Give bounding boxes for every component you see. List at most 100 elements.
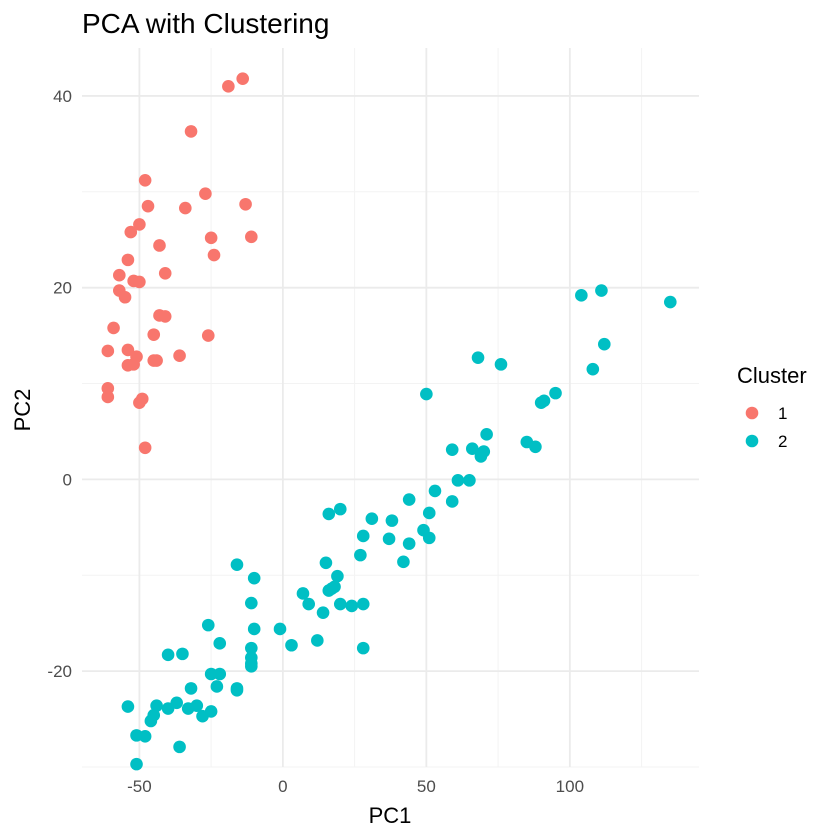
data-point-cluster-2 [597,337,611,351]
data-point-cluster-1 [133,218,146,231]
data-point-cluster-2 [402,537,416,550]
data-point-cluster-2 [428,484,442,498]
data-point-cluster-1 [124,225,138,239]
y-tick-label: 20 [53,279,72,298]
data-point-cluster-1 [121,253,135,267]
data-point-cluster-1 [184,125,198,138]
data-point-cluster-1 [141,199,155,213]
data-point-cluster-1 [147,328,161,341]
x-tick-label: 50 [417,777,436,796]
data-point-cluster-1 [133,275,146,289]
data-points [101,72,677,771]
data-point-cluster-2 [494,358,508,371]
data-point-cluster-2 [322,507,336,521]
data-point-cluster-2 [302,597,316,611]
data-point-cluster-2 [480,428,493,441]
data-point-cluster-2 [138,730,152,743]
data-point-cluster-2 [213,667,227,681]
data-point-cluster-2 [181,702,195,715]
data-point-cluster-2 [445,443,459,456]
data-point-cluster-2 [245,596,258,610]
data-point-cluster-1 [113,268,126,282]
data-point-cluster-1 [239,197,252,211]
data-point-cluster-2 [176,647,189,661]
data-point-cluster-2 [150,699,163,712]
data-point-cluster-1 [101,390,115,404]
data-point-cluster-2 [549,386,562,400]
data-point-cluster-2 [345,599,359,613]
data-point-cluster-1 [101,344,115,358]
data-point-cluster-1 [138,441,152,455]
data-point-cluster-2 [382,532,396,546]
data-point-cluster-2 [471,351,485,364]
y-axis-title: PC2 [10,389,35,432]
data-point-cluster-2 [230,558,244,572]
data-point-cluster-2 [319,556,333,570]
data-point-cluster-2 [451,474,465,487]
data-point-cluster-2 [331,569,344,583]
x-tick-label: 100 [556,777,584,796]
data-point-cluster-2 [422,531,436,545]
data-point-cluster-2 [365,512,379,526]
data-point-cluster-2 [595,284,608,297]
tick-labels: -50 0 50 100 -20 0 20 40 [47,87,584,796]
chart-title: PCA with Clustering [82,8,329,39]
data-point-cluster-2 [230,684,244,697]
data-point-cluster-2 [356,641,370,655]
data-point-cluster-2 [397,555,410,569]
data-point-cluster-2 [333,502,347,516]
legend-title: Cluster [737,363,807,388]
legend-label-cluster-2: 2 [778,432,787,451]
data-point-cluster-2 [465,442,479,456]
x-axis-title: PC1 [369,803,412,828]
data-point-cluster-2 [210,680,224,693]
data-point-cluster-2 [316,606,330,619]
data-point-cluster-1 [201,329,215,342]
data-point-cluster-1 [153,239,166,252]
data-point-cluster-2 [529,440,542,454]
y-tick-label: -20 [47,662,72,681]
data-point-cluster-1 [199,187,212,201]
data-point-cluster-1 [107,321,120,335]
legend-label-cluster-1: 1 [778,404,787,423]
legend-key-cluster-2 [745,434,759,448]
data-point-cluster-2 [273,622,287,636]
data-point-cluster-2 [296,587,310,600]
data-point-cluster-2 [213,637,227,650]
data-point-cluster-2 [402,493,416,506]
data-point-cluster-2 [534,396,548,410]
data-point-cluster-2 [356,597,370,611]
x-tick-label: -50 [127,777,152,796]
data-point-cluster-1 [173,349,186,363]
data-point-cluster-2 [575,289,588,302]
data-point-cluster-2 [247,571,261,585]
data-point-cluster-1 [101,382,115,395]
y-tick-label: 0 [63,470,72,489]
data-point-cluster-2 [474,450,488,463]
data-point-cluster-2 [161,648,175,662]
data-point-cluster-1 [236,72,250,85]
data-point-cluster-2 [463,474,476,487]
data-point-cluster-2 [184,682,198,695]
data-point-cluster-1 [121,359,135,372]
data-point-cluster-1 [245,230,258,244]
data-point-cluster-2 [204,705,218,718]
data-point-cluster-2 [356,529,370,543]
data-point-cluster-2 [247,622,261,636]
data-point-cluster-2 [144,714,158,728]
data-point-cluster-1 [207,248,221,262]
data-point-cluster-2 [422,506,436,520]
data-point-cluster-1 [118,290,132,304]
data-point-cluster-1 [158,266,172,280]
data-point-cluster-1 [222,80,235,93]
data-point-cluster-2 [130,757,143,771]
legend: Cluster 1 2 [737,363,807,451]
data-point-cluster-1 [158,310,172,323]
data-point-cluster-2 [445,495,459,508]
data-point-cluster-2 [420,387,433,401]
y-tick-label: 40 [53,87,72,106]
data-point-cluster-2 [311,634,324,647]
data-point-cluster-2 [354,548,367,562]
x-tick-label: 0 [278,777,287,796]
